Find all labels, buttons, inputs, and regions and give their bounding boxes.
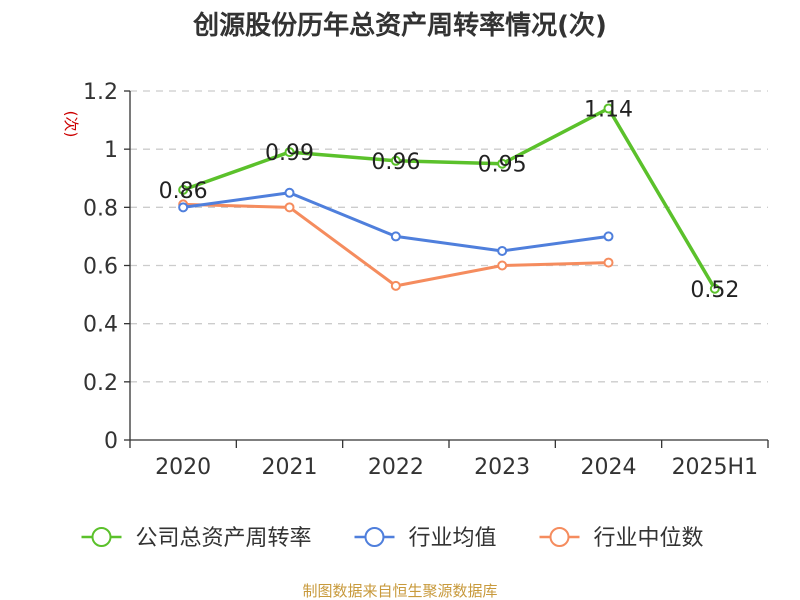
chart-title: 创源股份历年总资产周转率情况(次)	[192, 10, 607, 41]
series-point[interactable]	[603, 257, 614, 268]
y-tick-label: 0	[104, 429, 118, 454]
legend-item[interactable]: 行业均值	[354, 526, 497, 551]
data-label: 0.96	[371, 150, 420, 175]
legend[interactable]: 公司总资产周转率 行业均值 行业中位数	[81, 526, 704, 551]
series-point[interactable]	[178, 184, 189, 195]
series-point[interactable]	[284, 187, 295, 198]
legend-label: 行业中位数	[594, 526, 704, 551]
data-label: 0.52	[690, 278, 739, 303]
x-tick-label: 2022	[368, 455, 424, 480]
y-tick-label: 1	[104, 138, 118, 163]
series-point[interactable]	[603, 231, 614, 242]
series-point[interactable]	[709, 283, 720, 294]
x-tick-label: 2023	[474, 455, 530, 480]
legend-marker	[549, 527, 570, 547]
series-point[interactable]	[497, 158, 508, 169]
series-point[interactable]	[390, 155, 401, 166]
y-tick-label: 0.6	[83, 255, 118, 280]
series-line	[182, 106, 717, 290]
x-tick-label: 2020	[155, 455, 211, 480]
x-tick-label: 2024	[581, 455, 637, 480]
series-point[interactable]	[497, 260, 508, 271]
series-point[interactable]	[284, 202, 295, 213]
x-tick-label: 2025H1	[672, 455, 759, 480]
data-label: 0.86	[159, 179, 208, 204]
series-point[interactable]	[284, 147, 295, 158]
y-tick-label: 0.2	[83, 371, 118, 396]
grid-layer	[130, 90, 768, 383]
series-line	[182, 191, 609, 253]
series-point[interactable]	[497, 245, 508, 256]
series-point[interactable]	[603, 103, 614, 114]
series-layer	[178, 103, 720, 294]
y-tick-label: 0.8	[83, 196, 118, 221]
axis-layer: 0 0.2 0.4 0.6 0.8 1 1.2 2020 2021 2022 2023 2024 202…	[83, 80, 769, 480]
legend-marker	[364, 527, 385, 547]
y-tick-label: 0.4	[83, 313, 118, 338]
legend-label: 公司总资产周转率	[136, 526, 312, 551]
series-point[interactable]	[390, 231, 401, 242]
data-label: 0.99	[265, 141, 314, 166]
legend-item[interactable]: 行业中位数	[539, 526, 704, 551]
legend-label: 行业均值	[409, 526, 497, 551]
series-point[interactable]	[390, 280, 401, 291]
data-label: 0.95	[478, 153, 527, 178]
legend-marker	[91, 527, 112, 547]
y-axis-label: (次)	[62, 111, 80, 138]
source-note: 制图数据来自恒生聚源数据库	[302, 582, 497, 600]
data-label-layer: 0.86 0.99 0.96 0.95 1.14 0.52	[159, 97, 740, 302]
legend-item[interactable]: 公司总资产周转率	[81, 526, 312, 551]
data-label: 1.14	[584, 97, 633, 122]
series-point[interactable]	[178, 202, 189, 213]
y-tick-label: 1.2	[83, 80, 118, 105]
x-tick-label: 2021	[262, 455, 318, 480]
